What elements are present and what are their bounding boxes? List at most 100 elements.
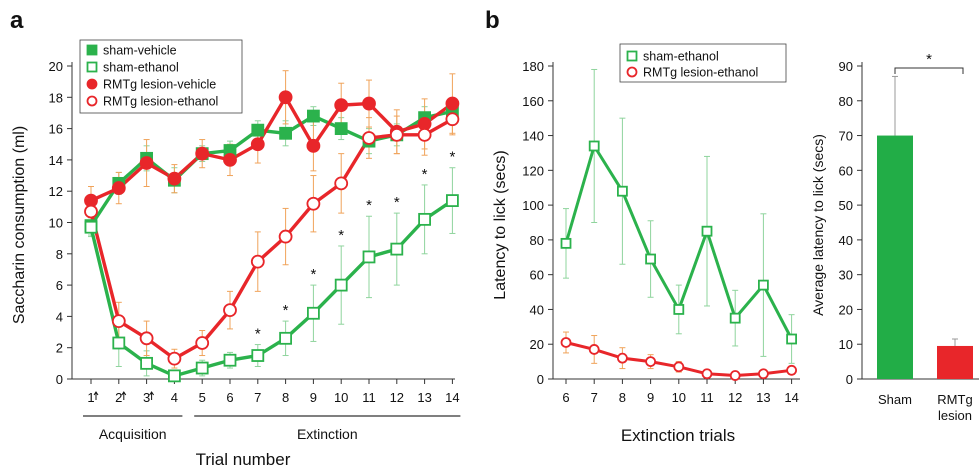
panel-b: b 0 20 40 60 80 100 120 140 160 180 6 7 8 9 10 11 12 13 14… — [485, 7, 800, 445]
x-tick-label: 12 — [390, 390, 404, 405]
data-point — [729, 312, 741, 324]
x-tick-label: 10 — [334, 390, 348, 405]
data-point — [673, 304, 685, 315]
significance-star: * — [366, 197, 372, 214]
legend-label: RMTg lesion-ethanol — [643, 66, 758, 80]
y-tick-label: 90 — [839, 59, 853, 74]
y-tick-label: 60 — [839, 163, 853, 178]
data-point — [223, 353, 237, 367]
data-point — [334, 176, 349, 191]
data-point — [560, 337, 572, 348]
data-point — [786, 364, 797, 376]
x-tick-label: 5 — [199, 390, 206, 405]
y-tick-label: 40 — [839, 233, 853, 248]
data-point — [306, 196, 321, 211]
y-tick-label: 0 — [846, 372, 853, 387]
phase-label: Acquisition — [99, 426, 167, 442]
data-point — [362, 96, 376, 111]
x-tick-label: 13 — [756, 390, 770, 405]
legend-label: sham-ethanol — [643, 50, 719, 64]
inset-annotations: * — [894, 51, 964, 74]
panel-a-y-label: Saccharin consumption (ml) — [11, 126, 28, 324]
data-point — [195, 361, 209, 375]
panel-b-lines — [564, 144, 793, 378]
data-point — [223, 152, 237, 167]
x-tick-label: 1 — [87, 390, 94, 405]
data-point — [251, 349, 265, 362]
x-tick-label: 12 — [728, 390, 742, 405]
y-tick-label: 0 — [56, 372, 63, 387]
x-tick-label: 11 — [362, 390, 376, 405]
data-point — [588, 344, 600, 355]
data-point — [786, 333, 797, 345]
data-point — [389, 127, 404, 142]
significance-star: * — [422, 166, 428, 183]
data-point — [418, 212, 432, 226]
category-label: RMTg — [937, 392, 972, 407]
y-tick-label: 18 — [49, 90, 63, 105]
data-point — [167, 171, 182, 186]
data-point — [445, 96, 460, 111]
significance-star: * — [449, 149, 455, 166]
legend-box — [619, 43, 787, 83]
legend-box — [79, 39, 243, 114]
panel-b-markers — [560, 140, 797, 381]
panel-b-error-bars — [563, 68, 795, 380]
y-tick-label: 8 — [56, 247, 63, 262]
y-tick-label: 80 — [839, 94, 853, 109]
data-point — [617, 185, 628, 197]
y-tick-label: 2 — [56, 341, 63, 356]
data-point — [306, 306, 320, 320]
x-tick-label: 6 — [226, 390, 233, 405]
panel-a-legend: sham-vehicle sham-ethanol RMTg lesion-vehi… — [79, 39, 243, 114]
x-tick-label: 9 — [647, 390, 654, 405]
x-tick-label: 9 — [310, 390, 317, 405]
x-tick-label: 8 — [282, 390, 289, 405]
data-point — [645, 253, 656, 265]
data-point — [673, 361, 685, 373]
data-point — [167, 351, 182, 366]
data-point — [278, 229, 293, 244]
data-point — [758, 279, 769, 291]
x-tick-label: 2 — [115, 390, 122, 405]
legend-marker — [86, 78, 98, 90]
y-tick-label: 50 — [839, 198, 853, 213]
x-tick-label: 6 — [562, 390, 569, 405]
x-tick-label: 10 — [672, 390, 686, 405]
legend-marker — [86, 44, 98, 56]
data-point — [167, 369, 181, 383]
data-point — [140, 356, 154, 370]
data-point — [279, 126, 293, 140]
y-tick-label: 70 — [839, 129, 853, 144]
arrow-icon — [149, 391, 155, 400]
significance-bracket — [894, 67, 964, 74]
data-point — [362, 250, 376, 264]
x-tick-label: 14 — [784, 390, 798, 405]
significance-star: * — [283, 302, 289, 319]
y-tick-label: 160 — [522, 94, 544, 109]
legend-label: sham-ethanol — [103, 61, 179, 75]
data-point — [250, 137, 265, 152]
data-point — [279, 331, 293, 345]
y-tick-label: 20 — [49, 59, 63, 74]
data-point — [111, 314, 126, 328]
data-point — [334, 122, 348, 135]
y-tick-label: 12 — [49, 184, 63, 199]
data-point — [250, 254, 265, 269]
data-point — [729, 370, 741, 381]
data-point — [617, 352, 628, 364]
y-tick-label: 6 — [56, 278, 63, 293]
data-point — [84, 220, 98, 234]
bar — [877, 135, 913, 379]
x-tick-label: 8 — [619, 390, 626, 405]
data-point — [560, 237, 572, 249]
y-tick-label: 140 — [522, 129, 544, 144]
panel-b-x-label: Extinction trials — [621, 426, 735, 445]
legend-marker — [626, 66, 638, 78]
data-point — [390, 242, 404, 256]
panel-b-letter: b — [485, 7, 500, 34]
legend-marker — [86, 61, 98, 73]
